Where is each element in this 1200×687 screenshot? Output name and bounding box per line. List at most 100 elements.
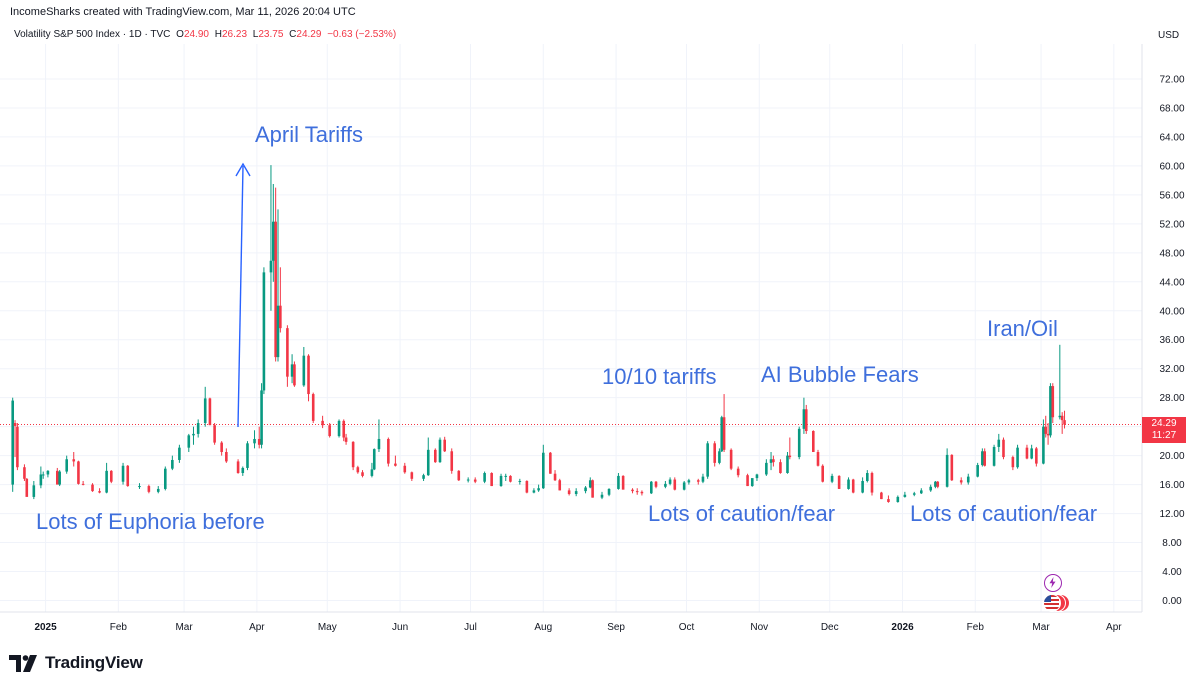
candle-body (403, 465, 407, 473)
y-tick-label: 40.00 (1159, 306, 1184, 317)
brand-name: TradingView (45, 653, 143, 672)
candle-body (903, 494, 907, 497)
candle-body (668, 479, 672, 484)
candle-body (518, 480, 522, 482)
candle-body (567, 490, 571, 495)
candle-body (41, 474, 45, 476)
symbol-name: Volatility S&P 500 Index · 1D · TVC (14, 29, 171, 40)
candle-body (722, 417, 726, 450)
candle-body (1011, 457, 1015, 468)
candle-body (1002, 439, 1005, 458)
candle-body (344, 437, 348, 442)
low-label: L (252, 29, 259, 40)
candle-body (192, 433, 195, 436)
y-tick-label: 60.00 (1159, 161, 1184, 172)
candle-body (147, 486, 151, 492)
candle-body (58, 471, 61, 485)
candle-body (525, 480, 529, 493)
created-by-caption: IncomeSharks created with TradingView.co… (10, 6, 356, 18)
currency-label[interactable]: USD (1158, 30, 1180, 41)
time-axis-labels: 2025 Feb Mar Apr May Jun Jul Aug Sep Oct Nov Dec 202… (34, 622, 1122, 633)
candle-body (272, 221, 275, 261)
tradingview-branding[interactable]: TradingView (9, 653, 143, 673)
candle-body (983, 451, 986, 466)
x-tick-label: Jun (392, 622, 408, 633)
candle-body (164, 468, 167, 489)
candle-body (664, 483, 667, 487)
candle-body (786, 455, 789, 474)
candle-body (812, 431, 815, 453)
x-tick-label: May (318, 622, 337, 633)
candle-body (290, 364, 294, 377)
candle-body (110, 470, 113, 482)
candle-body (537, 488, 540, 491)
candle-body (1030, 448, 1033, 459)
y-tick-label: 16.00 (1159, 480, 1184, 491)
price-axis-labels: 0.004.008.0012.0016.0020.0024.0028.0032.… (1159, 74, 1184, 607)
y-tick-label: 44.00 (1159, 277, 1184, 288)
candle-body (1035, 448, 1038, 464)
candle-body (466, 479, 470, 481)
candle-body (553, 473, 557, 481)
candle-body (138, 486, 141, 488)
candle-body (650, 481, 653, 494)
annotation-ai-bubble-fears: AI Bubble Fears (761, 362, 919, 387)
candle-body (713, 443, 716, 463)
candle-body (241, 467, 245, 474)
candle-body (950, 454, 954, 481)
candle-body (640, 491, 644, 494)
candle-body (171, 459, 174, 469)
candle-body (328, 425, 331, 437)
candle-body (213, 425, 216, 443)
candle-body (16, 426, 19, 468)
candle-body (178, 447, 181, 460)
candle-body (966, 476, 970, 483)
candle-body (46, 470, 50, 475)
candle-body (765, 462, 768, 475)
candle-body (473, 479, 477, 482)
candle-body (837, 475, 841, 489)
candle-body (443, 439, 446, 452)
low-value: 23.75 (258, 29, 284, 40)
candle-body (438, 439, 442, 463)
candle-body (542, 452, 545, 489)
y-tick-label: 20.00 (1159, 451, 1184, 462)
candle-body (682, 482, 686, 490)
x-tick-label: Feb (110, 622, 128, 633)
us-flag-event-icon[interactable] (1043, 594, 1061, 612)
candle-body (394, 463, 397, 466)
candle-body (65, 459, 68, 472)
candle-body (934, 481, 937, 487)
last-price-value: 24.29 (1151, 418, 1177, 429)
candle-body (156, 488, 160, 492)
candle-body (861, 480, 864, 493)
candle-body (558, 480, 562, 491)
annotation-caution-1: Lots of caution/fear (648, 501, 836, 526)
lightning-event-icon[interactable] (1044, 574, 1062, 592)
symbol-legend[interactable]: Volatility S&P 500 Index · 1D · TVC O24.… (14, 29, 396, 40)
candle-body (588, 480, 592, 488)
candle-body (720, 417, 724, 452)
candle-body (98, 491, 101, 493)
open-label: O (176, 29, 184, 40)
candle-body (746, 475, 749, 487)
y-tick-label: 68.00 (1159, 103, 1184, 114)
candle-body (1049, 386, 1052, 436)
annotation-iran-oil: Iran/Oil (987, 316, 1058, 341)
candle-body (772, 459, 775, 463)
candle-body (687, 480, 691, 483)
candle-body (311, 394, 315, 421)
candle-body (499, 475, 503, 487)
candle-body (450, 451, 454, 471)
candle-body (750, 478, 754, 487)
candle-body (121, 465, 125, 482)
candle-body (959, 480, 963, 483)
candle-body (208, 398, 212, 426)
candle-body (929, 486, 932, 491)
y-tick-label: 12.00 (1159, 509, 1184, 520)
candle-body (654, 481, 658, 487)
candle-body (387, 438, 390, 464)
candle-body (457, 470, 461, 481)
candle-body (260, 390, 263, 445)
